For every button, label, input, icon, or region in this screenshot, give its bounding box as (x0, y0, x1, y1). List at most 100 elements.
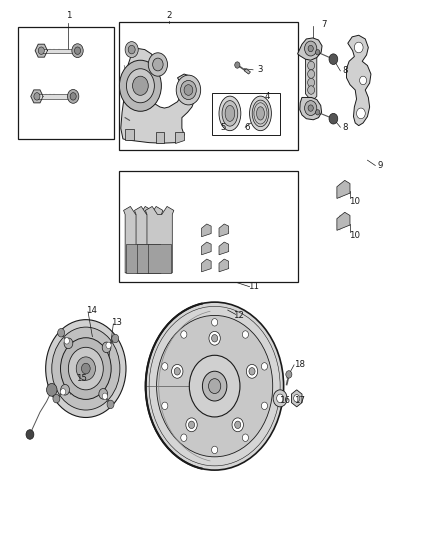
Circle shape (277, 394, 284, 402)
Polygon shape (145, 206, 174, 273)
Circle shape (26, 430, 34, 439)
Circle shape (307, 70, 314, 78)
Polygon shape (219, 242, 229, 255)
Circle shape (99, 389, 108, 399)
Circle shape (172, 365, 183, 378)
Polygon shape (337, 180, 350, 198)
Ellipse shape (257, 107, 265, 120)
Circle shape (307, 86, 314, 94)
Bar (42, 49, 78, 53)
Circle shape (156, 316, 273, 457)
Circle shape (120, 60, 161, 111)
Polygon shape (337, 212, 350, 230)
Circle shape (188, 421, 194, 429)
Text: 17: 17 (294, 396, 305, 405)
Circle shape (133, 76, 148, 95)
Circle shape (246, 365, 258, 378)
Circle shape (176, 75, 201, 105)
Circle shape (261, 362, 268, 370)
Text: 4: 4 (264, 92, 270, 101)
Circle shape (64, 338, 73, 349)
Circle shape (304, 101, 317, 116)
Text: 12: 12 (233, 311, 244, 320)
Circle shape (235, 421, 241, 429)
Polygon shape (31, 90, 43, 103)
Circle shape (52, 327, 120, 410)
Circle shape (208, 378, 221, 393)
Circle shape (68, 348, 103, 390)
Circle shape (38, 47, 44, 54)
Circle shape (162, 402, 168, 409)
Bar (127, 244, 149, 273)
Circle shape (304, 41, 317, 56)
Circle shape (106, 342, 111, 349)
Text: 8: 8 (343, 123, 348, 132)
Circle shape (102, 393, 108, 399)
Circle shape (354, 42, 363, 53)
Circle shape (184, 85, 193, 95)
Ellipse shape (219, 96, 241, 131)
Circle shape (61, 384, 70, 395)
Text: 7: 7 (321, 20, 327, 29)
Circle shape (102, 342, 111, 353)
Circle shape (174, 368, 180, 375)
Circle shape (202, 371, 227, 401)
Circle shape (315, 50, 320, 55)
Circle shape (53, 394, 60, 403)
Polygon shape (305, 55, 317, 99)
Circle shape (128, 45, 135, 54)
Polygon shape (291, 390, 302, 407)
Polygon shape (201, 224, 211, 237)
Circle shape (307, 78, 314, 87)
Text: 13: 13 (111, 318, 122, 327)
Circle shape (64, 338, 69, 344)
Polygon shape (121, 49, 196, 143)
Circle shape (329, 54, 338, 64)
Circle shape (152, 58, 163, 71)
Text: 6: 6 (245, 123, 250, 132)
Polygon shape (219, 224, 229, 237)
Circle shape (293, 394, 300, 402)
Polygon shape (35, 44, 47, 57)
Text: 18: 18 (294, 360, 305, 369)
Circle shape (308, 105, 313, 111)
Circle shape (261, 402, 268, 409)
Text: 1: 1 (66, 11, 71, 20)
Circle shape (181, 331, 187, 338)
Ellipse shape (222, 101, 238, 126)
Polygon shape (134, 206, 163, 273)
Circle shape (181, 434, 187, 441)
Circle shape (235, 62, 240, 68)
Ellipse shape (252, 100, 269, 127)
Polygon shape (297, 38, 322, 60)
Text: 16: 16 (279, 396, 290, 405)
Circle shape (112, 334, 119, 343)
Circle shape (315, 110, 320, 115)
Circle shape (74, 47, 81, 54)
Circle shape (308, 45, 313, 52)
Text: 14: 14 (86, 305, 97, 314)
Circle shape (329, 114, 338, 124)
Circle shape (180, 80, 196, 100)
Polygon shape (125, 130, 134, 140)
Circle shape (60, 338, 111, 399)
Bar (148, 244, 171, 273)
Ellipse shape (225, 106, 235, 122)
Circle shape (249, 368, 255, 375)
Circle shape (186, 418, 197, 432)
Circle shape (127, 69, 154, 103)
Circle shape (307, 61, 314, 70)
Circle shape (273, 390, 287, 407)
Circle shape (76, 357, 95, 380)
Text: 15: 15 (76, 374, 87, 383)
Polygon shape (346, 35, 371, 126)
Polygon shape (155, 132, 164, 143)
Polygon shape (219, 259, 229, 272)
Circle shape (286, 370, 292, 378)
Bar (119, 171, 297, 282)
Text: 2: 2 (166, 11, 172, 20)
Circle shape (81, 364, 90, 374)
Circle shape (162, 362, 168, 370)
Circle shape (242, 434, 248, 441)
Text: 11: 11 (247, 282, 258, 291)
